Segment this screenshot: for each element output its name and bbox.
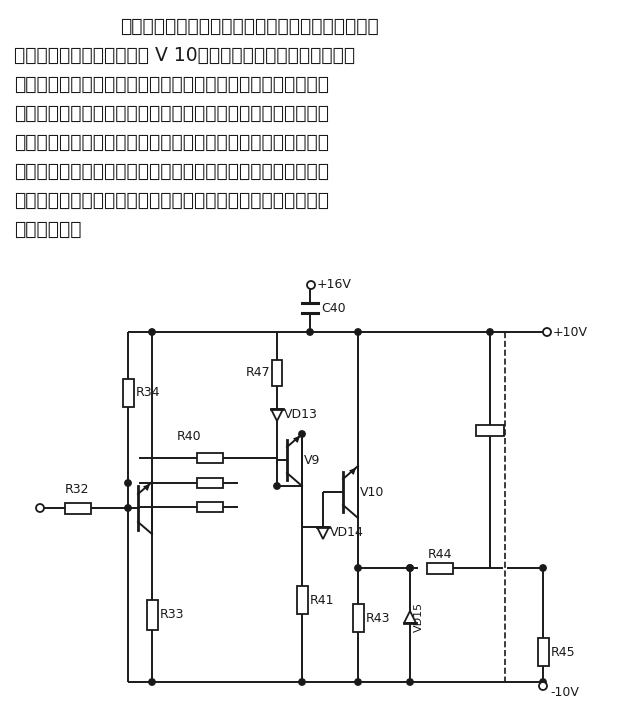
Circle shape	[274, 482, 280, 489]
Circle shape	[407, 565, 413, 572]
Text: V10: V10	[360, 485, 384, 498]
Text: VD15: VD15	[414, 602, 424, 632]
Circle shape	[543, 328, 551, 336]
Circle shape	[125, 505, 131, 511]
Bar	[122, 379, 134, 407]
Polygon shape	[271, 409, 283, 421]
Text: 功率管截止，但是随着晶体管老化，有时会使饱和压降增大，使: 功率管截止，但是随着晶体管老化，有时会使饱和压降增大，使	[14, 133, 329, 152]
Circle shape	[355, 679, 361, 685]
Text: R33: R33	[159, 608, 184, 622]
Bar	[476, 424, 504, 436]
Text: R44: R44	[428, 548, 452, 561]
Bar	[197, 502, 223, 512]
Circle shape	[355, 329, 361, 335]
Circle shape	[307, 281, 315, 289]
Text: 波大器的缺点是，当输出管 V 10截止时，输出高电位去推动功率: 波大器的缺点是，当输出管 V 10截止时，输出高电位去推动功率	[14, 46, 355, 65]
Circle shape	[299, 679, 305, 685]
Polygon shape	[317, 527, 329, 539]
Text: V9: V9	[304, 454, 320, 467]
Circle shape	[540, 565, 546, 572]
Bar	[65, 503, 91, 513]
Text: VD14: VD14	[330, 526, 364, 539]
Bar	[352, 604, 364, 632]
Text: +10V: +10V	[553, 325, 588, 338]
Circle shape	[407, 565, 413, 572]
Polygon shape	[404, 611, 416, 623]
Text: C40: C40	[321, 302, 345, 314]
Text: 输出管处于饱和导通时，则功率管基极电压低于导通门限电压，: 输出管处于饱和导通时，则功率管基极电压低于导通门限电压，	[14, 104, 329, 123]
Text: 大增加，导致功率管损坏。而采用互补射极输出放大电路，可克: 大增加，导致功率管损坏。而采用互补射极输出放大电路，可克	[14, 191, 329, 210]
Bar	[297, 586, 307, 614]
Bar	[537, 638, 549, 666]
Text: R34: R34	[135, 386, 160, 399]
Bar	[272, 360, 282, 386]
Circle shape	[355, 565, 361, 572]
Text: 得末级功率管出现不可靠截止的状态，从而进入放大区，功耗大: 得末级功率管出现不可靠截止的状态，从而进入放大区，功耗大	[14, 162, 329, 181]
Text: R32: R32	[65, 483, 90, 496]
Text: R45: R45	[551, 645, 575, 658]
Circle shape	[307, 329, 314, 335]
Bar	[197, 453, 223, 463]
Text: -10V: -10V	[550, 686, 579, 699]
Circle shape	[299, 431, 305, 437]
Circle shape	[125, 480, 131, 486]
Circle shape	[407, 679, 413, 685]
Text: VD13: VD13	[284, 409, 318, 421]
Text: 服这一缺点。: 服这一缺点。	[14, 220, 82, 239]
Text: +16V: +16V	[317, 279, 352, 292]
Circle shape	[487, 329, 493, 335]
Text: R41: R41	[310, 594, 334, 607]
Text: 级，使末级功率管处于导通状态，从而向火花间隙输送能量；当: 级，使末级功率管处于导通状态，从而向火花间隙输送能量；当	[14, 75, 329, 94]
Text: 所示为典型的互补射极输出放大器原理图。因为反相: 所示为典型的互补射极输出放大器原理图。因为反相	[120, 17, 379, 36]
Circle shape	[36, 504, 44, 512]
Circle shape	[539, 682, 547, 690]
Circle shape	[540, 679, 546, 685]
Text: R43: R43	[366, 612, 390, 625]
Bar	[427, 562, 453, 574]
Circle shape	[149, 329, 155, 335]
Text: R40: R40	[177, 430, 202, 443]
Bar	[147, 600, 157, 630]
Bar	[197, 478, 223, 488]
Circle shape	[149, 679, 155, 685]
Text: R47: R47	[245, 366, 270, 380]
